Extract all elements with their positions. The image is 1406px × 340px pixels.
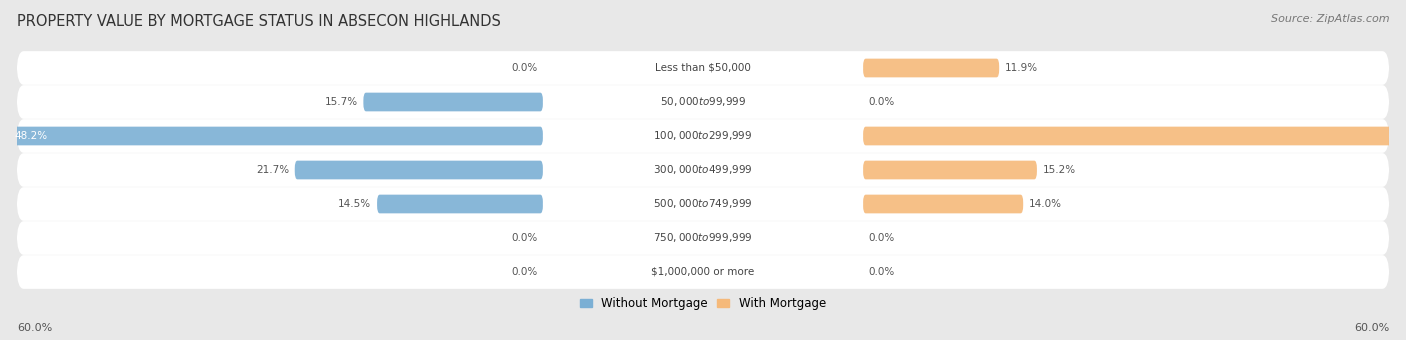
Text: 14.5%: 14.5%: [339, 199, 371, 209]
Text: 60.0%: 60.0%: [1354, 323, 1389, 333]
FancyBboxPatch shape: [17, 153, 1389, 187]
FancyBboxPatch shape: [17, 255, 1389, 289]
FancyBboxPatch shape: [17, 187, 1389, 221]
Text: $100,000 to $299,999: $100,000 to $299,999: [654, 130, 752, 142]
FancyBboxPatch shape: [17, 119, 1389, 153]
FancyBboxPatch shape: [863, 160, 1036, 180]
FancyBboxPatch shape: [543, 58, 863, 78]
Text: 0.0%: 0.0%: [510, 267, 537, 277]
FancyBboxPatch shape: [17, 51, 1389, 85]
Text: $50,000 to $99,999: $50,000 to $99,999: [659, 96, 747, 108]
Text: 0.0%: 0.0%: [869, 97, 896, 107]
FancyBboxPatch shape: [863, 126, 1406, 146]
Text: 14.0%: 14.0%: [1029, 199, 1062, 209]
Text: 11.9%: 11.9%: [1005, 63, 1038, 73]
Text: Source: ZipAtlas.com: Source: ZipAtlas.com: [1271, 14, 1389, 23]
FancyBboxPatch shape: [543, 194, 863, 214]
FancyBboxPatch shape: [543, 93, 863, 112]
Text: $500,000 to $749,999: $500,000 to $749,999: [654, 198, 752, 210]
FancyBboxPatch shape: [543, 160, 863, 180]
Text: 48.2%: 48.2%: [14, 131, 48, 141]
Text: 0.0%: 0.0%: [869, 267, 896, 277]
FancyBboxPatch shape: [17, 221, 1389, 255]
Text: 0.0%: 0.0%: [869, 233, 896, 243]
Legend: Without Mortgage, With Mortgage: Without Mortgage, With Mortgage: [581, 297, 825, 310]
FancyBboxPatch shape: [543, 262, 863, 282]
FancyBboxPatch shape: [863, 194, 1024, 214]
Text: Less than $50,000: Less than $50,000: [655, 63, 751, 73]
Text: PROPERTY VALUE BY MORTGAGE STATUS IN ABSECON HIGHLANDS: PROPERTY VALUE BY MORTGAGE STATUS IN ABS…: [17, 14, 501, 29]
Text: 0.0%: 0.0%: [510, 233, 537, 243]
Text: 15.2%: 15.2%: [1043, 165, 1076, 175]
Text: 60.0%: 60.0%: [17, 323, 52, 333]
Text: $1,000,000 or more: $1,000,000 or more: [651, 267, 755, 277]
Text: $750,000 to $999,999: $750,000 to $999,999: [654, 232, 752, 244]
Text: 15.7%: 15.7%: [325, 97, 357, 107]
FancyBboxPatch shape: [543, 229, 863, 248]
FancyBboxPatch shape: [863, 58, 1000, 78]
FancyBboxPatch shape: [17, 85, 1389, 119]
FancyBboxPatch shape: [0, 126, 543, 146]
FancyBboxPatch shape: [363, 93, 543, 112]
Text: 0.0%: 0.0%: [510, 63, 537, 73]
FancyBboxPatch shape: [377, 194, 543, 214]
Text: 21.7%: 21.7%: [256, 165, 290, 175]
FancyBboxPatch shape: [295, 160, 543, 180]
FancyBboxPatch shape: [543, 126, 863, 146]
Text: $300,000 to $499,999: $300,000 to $499,999: [654, 164, 752, 176]
